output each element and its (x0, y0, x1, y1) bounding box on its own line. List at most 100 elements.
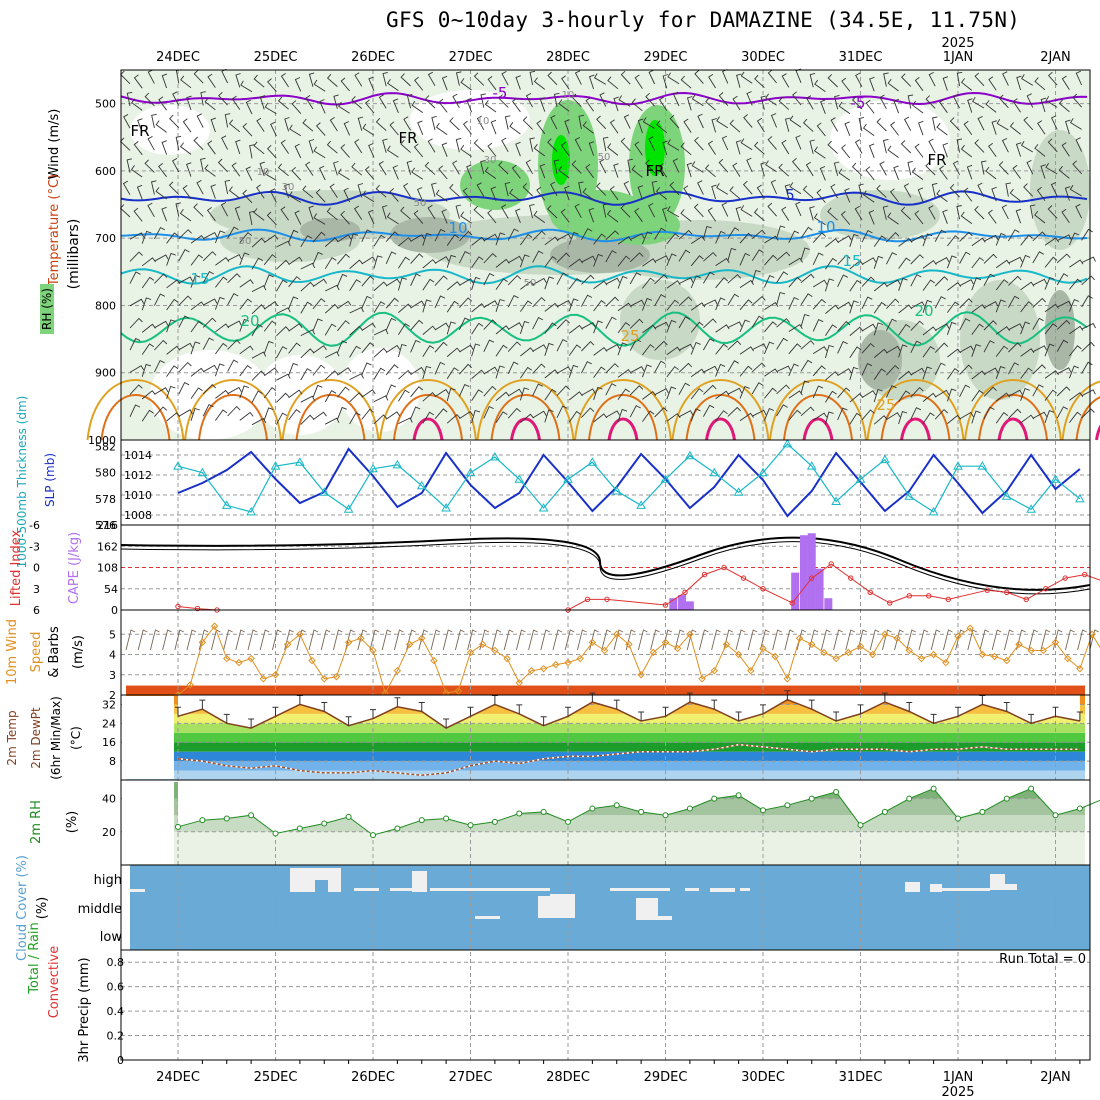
wind-barb (605, 343, 620, 352)
wind-barb (129, 384, 143, 395)
wind-barb (373, 367, 386, 380)
wind-barb (1032, 251, 1044, 264)
cloud-middle-block (550, 894, 575, 918)
wind-barb (340, 144, 350, 158)
wind-barb (1061, 142, 1070, 157)
wind-speed-point (320, 675, 328, 683)
wind-barb (337, 367, 352, 376)
wind-barb (1072, 93, 1082, 108)
pressure-tick-label: 800 (95, 299, 116, 312)
wind-barb (834, 94, 840, 110)
wind-barb (825, 390, 837, 403)
rh-point (223, 815, 230, 822)
wind-barb (1005, 182, 1011, 197)
isotherm-15 (120, 265, 1088, 285)
wind-barb (1068, 232, 1080, 246)
wind-barb (483, 252, 497, 264)
isotherm-25-lobe (574, 379, 672, 441)
wind-barb (264, 102, 277, 115)
wind-barb (251, 323, 263, 337)
wind-barb (581, 407, 595, 418)
isotherm-25-lobe (769, 379, 867, 441)
wind-barb (830, 183, 838, 199)
wind-barb (410, 234, 425, 242)
wind-barb (885, 385, 897, 398)
wind-barb (315, 122, 326, 136)
wind-barb (568, 344, 582, 356)
wind-barb (751, 295, 766, 306)
wind-barb (825, 238, 840, 248)
wind-barb (1056, 319, 1071, 330)
wind-barb (1045, 162, 1058, 175)
wind-barb (753, 208, 765, 222)
thickness-point (246, 506, 256, 516)
temp-error-bar (565, 706, 571, 717)
wind-barb (903, 116, 912, 132)
wind-barb (983, 386, 997, 397)
wind-barb (678, 316, 691, 329)
temp-error-bar (199, 699, 206, 710)
wind-barb (662, 207, 668, 222)
wind-barb (1020, 301, 1033, 313)
wind-barb (931, 182, 938, 198)
wind-barb (312, 298, 326, 310)
rh-point (906, 795, 913, 802)
wind-barb (227, 359, 239, 372)
temp-error-bar (930, 713, 937, 724)
wind-barb (288, 323, 303, 332)
wind-barb (666, 233, 680, 245)
top-day-label: 25DEC (254, 50, 298, 65)
li-point (828, 561, 834, 567)
wind-barb (266, 211, 277, 226)
wind-barb (1081, 322, 1096, 330)
wind-barb-10m (296, 629, 307, 651)
rh-point (613, 802, 620, 809)
wind-barb (1081, 228, 1093, 241)
wind-barb (959, 364, 973, 375)
wind-barb (934, 229, 947, 242)
wind-barb (739, 232, 753, 244)
wind-barb (476, 182, 485, 197)
wind-barb (686, 96, 693, 111)
wind-speed-point (418, 634, 426, 643)
wind-barb (378, 94, 387, 109)
wind-barb (910, 407, 922, 420)
wind-barb (800, 273, 815, 283)
cloud-high-block (390, 888, 412, 891)
wind-barb-10m (247, 629, 258, 651)
wind-speed-point (344, 638, 353, 647)
wind-barb (193, 69, 204, 84)
wind-barb (602, 136, 609, 152)
wind-barb (760, 95, 767, 110)
wind-barb (1056, 367, 1072, 375)
wind-barb (200, 91, 206, 106)
wind-barb (837, 254, 851, 265)
wind-barb (936, 122, 948, 136)
isotherm-label: 25 (620, 327, 639, 345)
wind-barb (422, 299, 432, 313)
wind-barb (227, 292, 239, 306)
dewpoint-line (177, 743, 1080, 777)
wind-barb (691, 161, 704, 173)
wind-barb (166, 298, 179, 311)
wind-barb (788, 297, 799, 310)
wind-barb (1081, 256, 1096, 264)
wind-barb (568, 410, 581, 423)
wind-barb (812, 232, 827, 243)
wind-barb (1040, 97, 1047, 113)
wind-barb (618, 95, 631, 107)
thickness-point (221, 500, 232, 509)
wind-barb (995, 411, 1009, 424)
wind-barb (458, 384, 470, 397)
ylabel-temperature: Temperature (°C) (47, 174, 62, 287)
wind-barb (253, 208, 265, 221)
wind-barb (239, 231, 253, 244)
wind-barb (441, 142, 448, 157)
wind-barb (922, 345, 935, 358)
wind-speed-point (710, 666, 718, 675)
wind-barb (751, 229, 766, 239)
li-point (809, 575, 815, 581)
wind-barb (239, 252, 250, 266)
wind-barb (520, 300, 533, 312)
wind-barb (385, 231, 399, 242)
